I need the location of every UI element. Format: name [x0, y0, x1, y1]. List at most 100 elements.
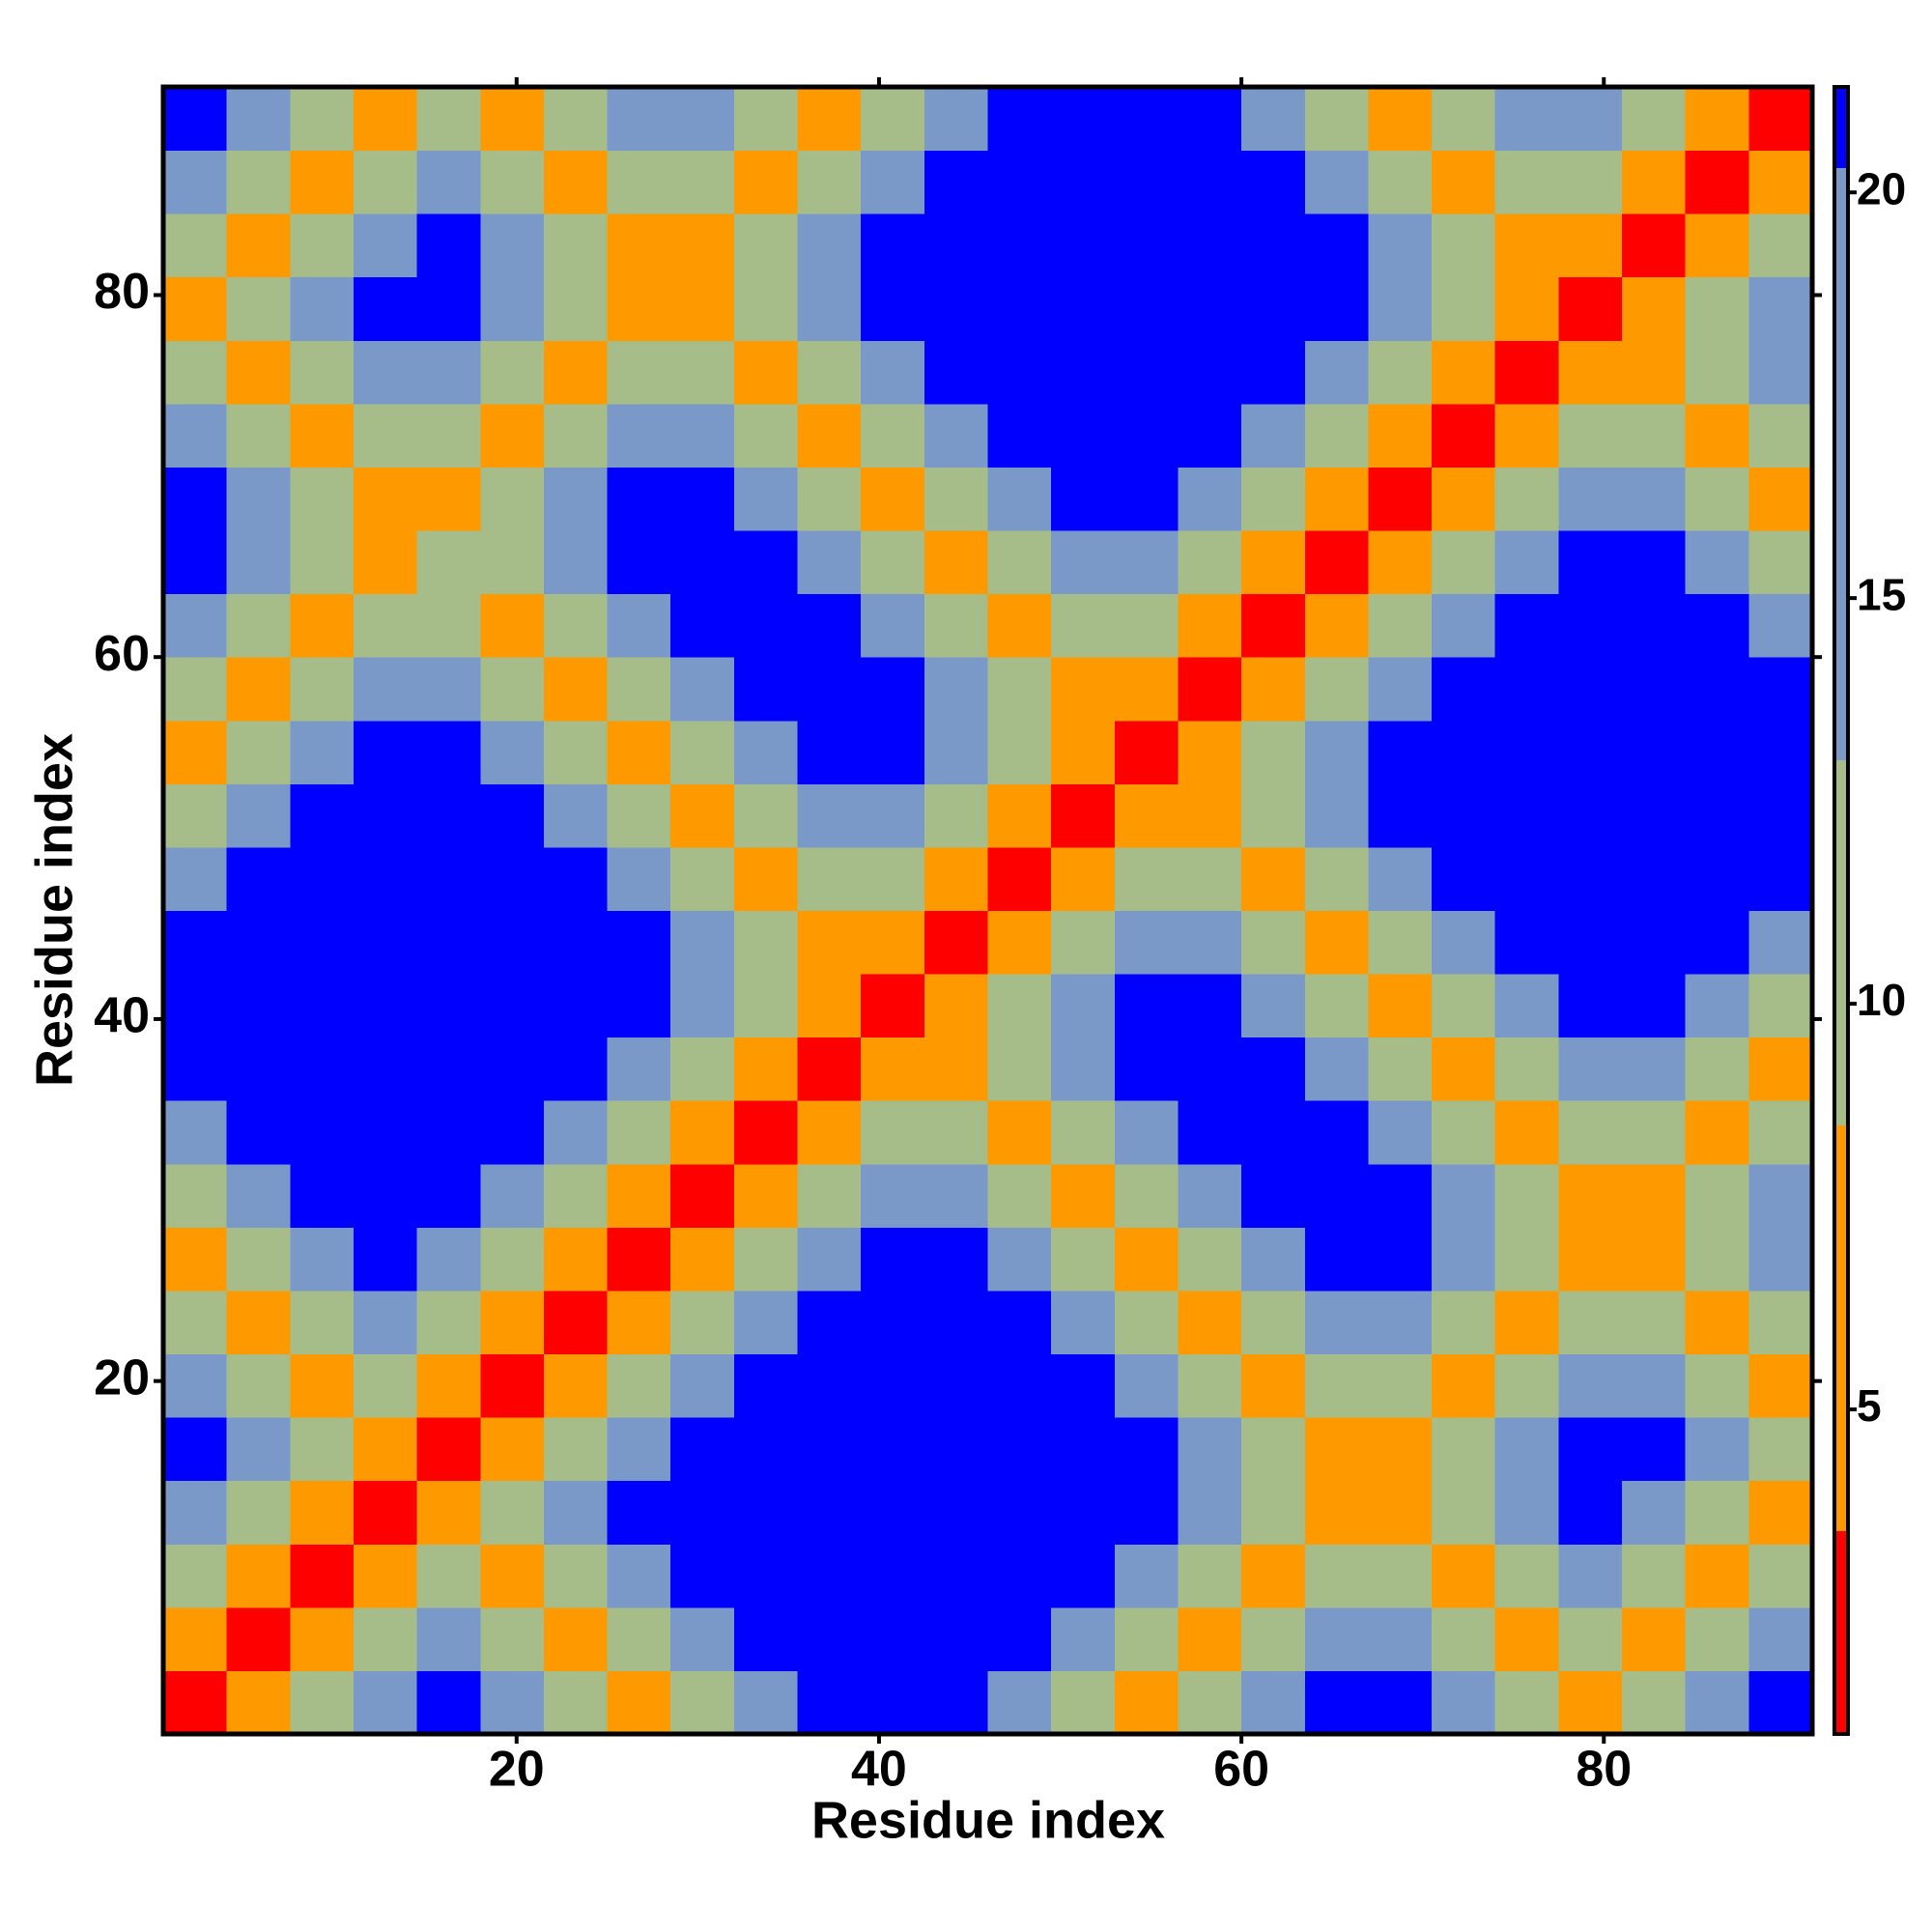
- heatmap-cell: [797, 1544, 862, 1608]
- heatmap-cell: [480, 1290, 545, 1355]
- heatmap-cell: [987, 1163, 1052, 1228]
- heatmap-cell: [1051, 403, 1116, 468]
- heatmap-cell: [1494, 150, 1559, 214]
- heatmap-cell: [1304, 340, 1369, 405]
- heatmap-cell: [226, 276, 291, 341]
- heatmap-cell: [1241, 1417, 1306, 1482]
- heatmap-cell: [226, 657, 291, 722]
- heatmap-cell: [226, 150, 291, 214]
- heatmap-cell: [923, 657, 988, 722]
- heatmap-cell: [861, 720, 925, 784]
- heatmap-cell: [163, 1544, 228, 1608]
- heatmap-cell: [1432, 1227, 1496, 1292]
- heatmap-cell: [353, 783, 418, 848]
- heatmap-cell: [923, 467, 988, 531]
- heatmap-cell: [1368, 1606, 1433, 1671]
- heatmap-cell: [987, 783, 1052, 848]
- heatmap-cell: [607, 340, 671, 405]
- heatmap-cell: [1494, 846, 1559, 911]
- heatmap-cell: [1114, 340, 1179, 405]
- heatmap-cell: [543, 87, 609, 152]
- heatmap-cell: [480, 657, 545, 722]
- y-tick-label: 20: [94, 1350, 150, 1406]
- heatmap-cell: [1748, 1417, 1813, 1482]
- heatmap-cell: [1685, 213, 1749, 278]
- heatmap-cell: [607, 150, 671, 214]
- heatmap-cell: [923, 720, 988, 784]
- heatmap-cell: [1241, 340, 1306, 405]
- heatmap-cell: [1241, 783, 1306, 848]
- heatmap-cell: [607, 1670, 671, 1735]
- y-tick-label: 80: [94, 264, 150, 320]
- heatmap-cell: [1622, 1353, 1687, 1418]
- heatmap-cell: [543, 276, 609, 341]
- heatmap-cell: [1622, 150, 1687, 214]
- heatmap-cell: [163, 657, 228, 722]
- heatmap-cell: [1432, 593, 1496, 658]
- heatmap-cell: [480, 213, 545, 278]
- heatmap-cell: [163, 783, 228, 848]
- heatmap-cell: [1685, 910, 1749, 975]
- heatmap-cell: [416, 403, 481, 468]
- heatmap-cell: [1114, 720, 1179, 784]
- heatmap-cell: [1558, 720, 1623, 784]
- heatmap-cell: [290, 657, 355, 722]
- heatmap-cell: [733, 1480, 799, 1545]
- heatmap-cell: [543, 530, 609, 595]
- heatmap-cell: [290, 783, 355, 848]
- heatmap-cell: [861, 1290, 925, 1355]
- heatmap-cell: [1241, 1670, 1306, 1735]
- heatmap-cell: [1432, 276, 1496, 341]
- heatmap-cell: [1368, 1670, 1433, 1735]
- heatmap-cell: [163, 1353, 228, 1418]
- heatmap-cell: [1558, 1606, 1623, 1671]
- heatmap-cell: [1241, 87, 1306, 152]
- heatmap-cell: [1494, 783, 1559, 848]
- heatmap-cell: [1368, 467, 1433, 531]
- heatmap-cell: [733, 846, 799, 911]
- heatmap-cell: [1051, 87, 1116, 152]
- heatmap-cell: [733, 403, 799, 468]
- heatmap-cell: [290, 1227, 355, 1292]
- heatmap-cell: [797, 276, 862, 341]
- heatmap-cell: [543, 1290, 609, 1355]
- heatmap-cell: [290, 1290, 355, 1355]
- heatmap-cell: [480, 1353, 545, 1418]
- heatmap-cell: [543, 1353, 609, 1418]
- heatmap-cell: [1368, 340, 1433, 405]
- heatmap-cell: [1241, 467, 1306, 531]
- heatmap-cell: [987, 1606, 1052, 1671]
- heatmap-cell: [1748, 1480, 1813, 1545]
- heatmap-cell: [1368, 1544, 1433, 1608]
- heatmap-cell: [987, 1227, 1052, 1292]
- colorbar-tick-label: 5: [1857, 1380, 1882, 1431]
- heatmap-cell: [416, 150, 481, 214]
- heatmap-cell: [861, 1480, 925, 1545]
- heatmap-cell: [290, 1037, 355, 1101]
- heatmap-cell: [1114, 1606, 1179, 1671]
- heatmap-cell: [1051, 1163, 1116, 1228]
- heatmap-cell: [861, 910, 925, 975]
- heatmap-cell: [1494, 593, 1559, 658]
- heatmap-cell: [1622, 974, 1687, 1038]
- heatmap-cell: [226, 87, 291, 152]
- heatmap-cell: [1685, 657, 1749, 722]
- heatmap-cell: [226, 403, 291, 468]
- heatmap-cell: [416, 1290, 481, 1355]
- heatmap-cell: [226, 1290, 291, 1355]
- heatmap-cell: [1304, 403, 1369, 468]
- heatmap-cell: [1622, 1606, 1687, 1671]
- y-tick-label: 40: [94, 988, 150, 1044]
- heatmap-cell: [1685, 403, 1749, 468]
- heatmap-cell: [607, 467, 671, 531]
- heatmap-cell: [1368, 403, 1433, 468]
- heatmap-cell: [1114, 657, 1179, 722]
- heatmap-cell: [861, 1163, 925, 1228]
- heatmap-cell: [1685, 340, 1749, 405]
- heatmap-cell: [607, 530, 671, 595]
- heatmap-cell: [1114, 1037, 1179, 1101]
- heatmap-cell: [797, 1670, 862, 1735]
- heatmap-cell: [1304, 1606, 1369, 1671]
- heatmap-cell: [923, 1480, 988, 1545]
- heatmap-cell: [797, 1353, 862, 1418]
